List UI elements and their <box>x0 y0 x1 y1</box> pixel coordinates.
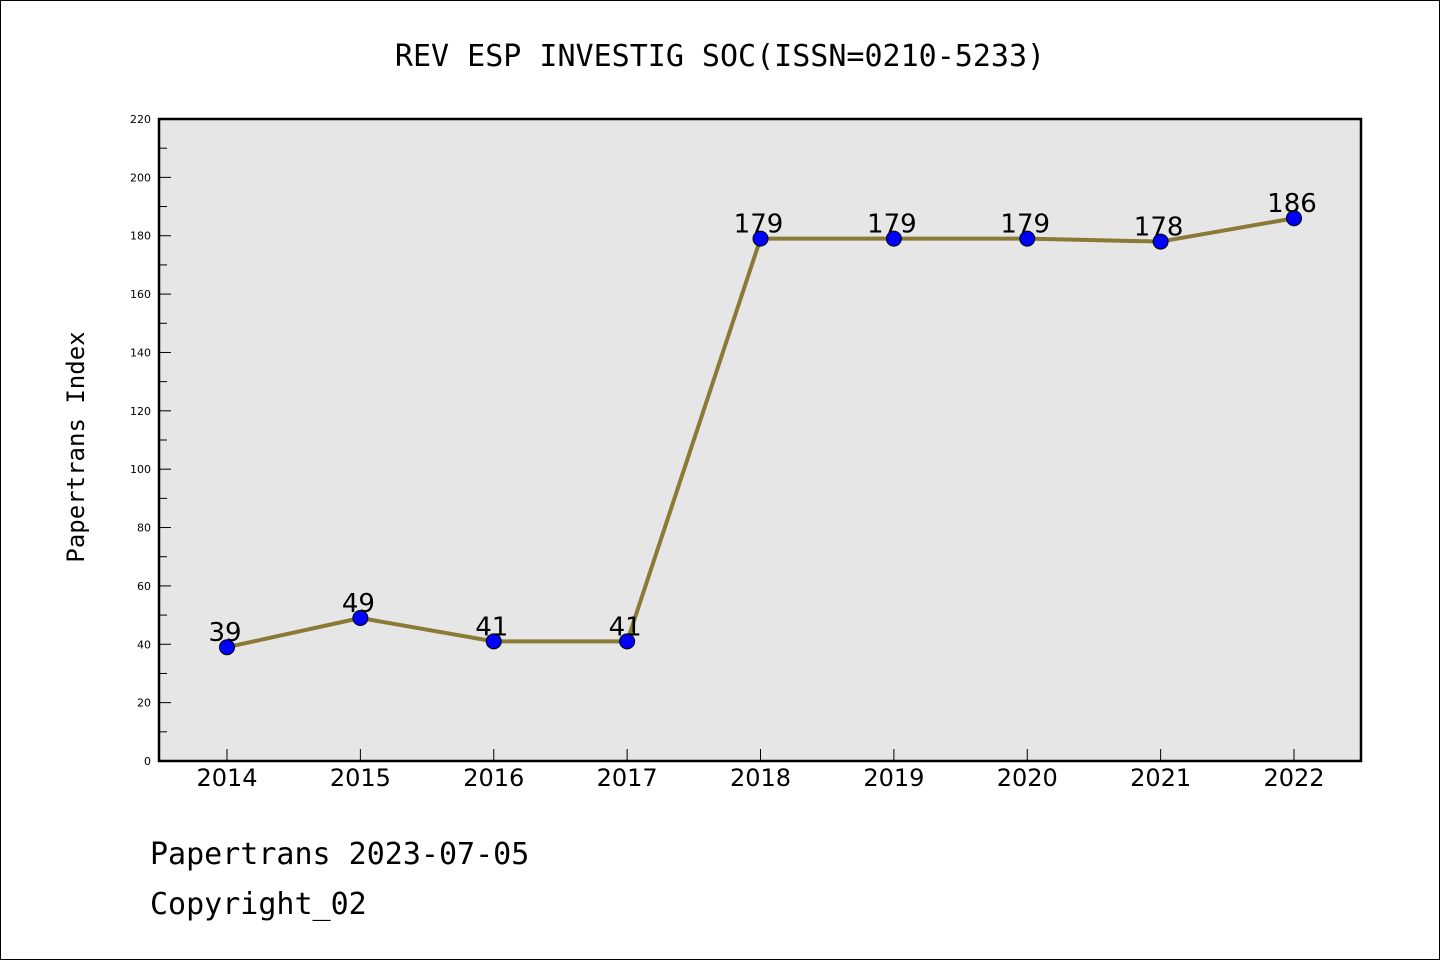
y-tick-label: 0 <box>144 755 151 768</box>
footer-date: Papertrans 2023-07-05 <box>150 837 529 872</box>
x-tick-label: 2022 <box>1263 764 1324 792</box>
y-tick-label: 40 <box>137 638 151 651</box>
data-label: 178 <box>1134 213 1184 243</box>
data-point <box>1152 233 1169 250</box>
x-tick-label: 2016 <box>463 764 524 792</box>
x-tick-label: 2021 <box>1130 764 1191 792</box>
x-axis: 2014 2015 2016 2017 2018 2019 2020 2021 2022 <box>196 749 1325 792</box>
data-label: 39 <box>208 618 241 648</box>
y-tick-label: 120 <box>130 405 151 418</box>
data-label: 41 <box>475 612 508 642</box>
data-label: 179 <box>734 210 784 240</box>
data-point <box>485 633 502 650</box>
data-point <box>1286 210 1302 227</box>
x-tick-label: 2017 <box>597 764 658 792</box>
x-tick-label: 2018 <box>730 764 791 792</box>
data-point <box>619 633 636 650</box>
plot-area <box>157 117 1363 763</box>
y-tick-label: 100 <box>130 463 151 476</box>
data-point <box>219 639 235 656</box>
y-axis: 0 20 40 60 80 100 120 140 160 180 200 220 <box>130 113 171 768</box>
y-tick-label: 220 <box>130 113 151 126</box>
y-tick-label: 20 <box>137 697 151 710</box>
data-point <box>352 610 369 627</box>
x-tick-label: 2014 <box>196 764 257 792</box>
data-label: 179 <box>1000 210 1050 240</box>
y-tick-label: 160 <box>130 288 151 301</box>
data-point <box>752 230 769 247</box>
y-tick-label: 200 <box>130 171 151 184</box>
y-tick-label: 180 <box>130 230 151 243</box>
y-tick-label: 140 <box>130 346 151 359</box>
x-tick-label: 2020 <box>997 764 1058 792</box>
footer-copyright: Copyright_02 <box>150 887 367 922</box>
data-label: 41 <box>609 612 642 642</box>
y-axis-label: Papertrans Index <box>62 331 90 562</box>
y-tick-label: 80 <box>137 522 151 535</box>
x-tick-label: 2015 <box>330 764 391 792</box>
series-layer: 39 49 41 41 179 179 179 178 186 <box>208 189 1317 656</box>
y-tick-label: 60 <box>137 580 151 593</box>
data-label: 49 <box>342 589 375 619</box>
data-point <box>885 230 902 247</box>
x-tick-label: 2019 <box>863 764 924 792</box>
chart-title: REV ESP INVESTIG SOC(ISSN=0210-5233) <box>395 39 1045 74</box>
data-point <box>1019 230 1036 247</box>
data-label: 179 <box>867 210 917 240</box>
data-label: 186 <box>1267 189 1317 219</box>
